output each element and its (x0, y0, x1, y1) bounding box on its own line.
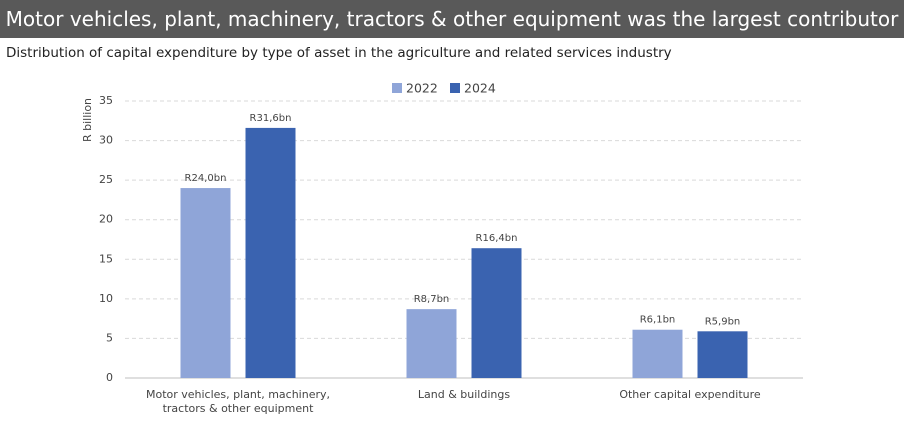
x-tick-label: Land & buildings (417, 388, 511, 401)
y-tick-label: 20 (99, 213, 113, 226)
data-label: R24,0bn (185, 173, 227, 184)
y-axis-label: R billion (81, 98, 94, 142)
y-tick-label: 15 (99, 252, 113, 265)
bar (632, 329, 683, 378)
legend-label: 2022 (406, 81, 438, 96)
x-tick-label: Motor vehicles, plant, machinery, tracto… (145, 388, 331, 415)
y-tick-label: 30 (99, 134, 113, 147)
y-tick-label: 25 (99, 173, 113, 186)
chart-subtitle: Distribution of capital expenditure by t… (6, 45, 672, 61)
data-label: R8,7bn (414, 294, 450, 305)
bar (406, 309, 457, 378)
y-tick-label: 10 (99, 292, 113, 305)
data-label: R16,4bn (476, 233, 518, 244)
bar (180, 188, 231, 378)
data-label: R31,6bn (250, 113, 292, 124)
bar (245, 127, 296, 378)
y-tick-label: 5 (106, 331, 113, 344)
y-tick-label: 0 (106, 371, 113, 384)
legend-label: 2024 (464, 81, 496, 96)
y-tick-label: 35 (99, 94, 113, 107)
data-label: R6,1bn (640, 315, 676, 326)
legend-swatch (450, 83, 460, 93)
bar (471, 248, 522, 378)
legend-swatch (392, 83, 402, 93)
data-label: R5,9bn (705, 316, 741, 327)
x-tick-label: Other capital expenditure (619, 388, 761, 401)
chart-title: Motor vehicles, plant, machinery, tracto… (0, 0, 904, 38)
bar (697, 331, 748, 378)
